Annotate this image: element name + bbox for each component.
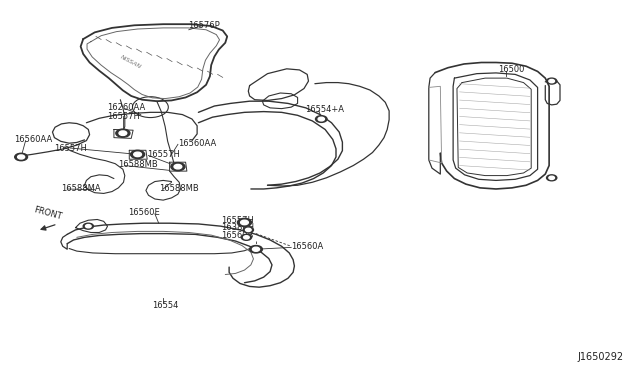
Text: 16557H: 16557H — [108, 112, 140, 121]
Text: 16554+A: 16554+A — [305, 105, 344, 114]
Text: 16260AA: 16260AA — [108, 103, 146, 112]
Circle shape — [243, 227, 253, 233]
Circle shape — [549, 80, 554, 83]
Text: 16560B: 16560B — [221, 231, 253, 240]
Text: 16557H: 16557H — [54, 144, 87, 153]
Text: 16560AA: 16560AA — [14, 135, 52, 144]
Text: 16576P: 16576P — [188, 21, 220, 30]
Circle shape — [318, 117, 324, 121]
Text: FRONT: FRONT — [33, 205, 63, 221]
Text: J1650292: J1650292 — [578, 352, 624, 362]
Circle shape — [174, 164, 182, 169]
Circle shape — [86, 225, 91, 228]
Circle shape — [237, 218, 252, 227]
Text: 16560AA: 16560AA — [178, 139, 216, 148]
Circle shape — [241, 234, 252, 240]
Circle shape — [246, 228, 251, 231]
Circle shape — [547, 175, 557, 181]
Circle shape — [83, 223, 93, 229]
Circle shape — [250, 246, 262, 253]
Circle shape — [252, 247, 260, 251]
Text: 16557H: 16557H — [147, 150, 180, 159]
Circle shape — [549, 176, 554, 179]
Text: 16554: 16554 — [152, 301, 179, 310]
Text: 16588MA: 16588MA — [61, 185, 100, 193]
Text: 16560A: 16560A — [291, 242, 323, 251]
Circle shape — [316, 116, 327, 122]
Text: 16388H: 16388H — [221, 223, 254, 232]
Circle shape — [547, 78, 557, 84]
Circle shape — [18, 155, 25, 159]
Text: 16588MB: 16588MB — [118, 160, 158, 169]
Circle shape — [131, 150, 145, 158]
Text: NISSAN: NISSAN — [120, 55, 143, 70]
Circle shape — [244, 236, 249, 239]
Circle shape — [134, 152, 141, 157]
Circle shape — [116, 129, 130, 137]
Text: 16560E: 16560E — [128, 208, 160, 217]
Circle shape — [241, 220, 248, 225]
Text: 16557H: 16557H — [221, 216, 253, 225]
Circle shape — [15, 153, 28, 161]
Circle shape — [171, 163, 185, 171]
Text: 16500: 16500 — [498, 65, 524, 74]
Circle shape — [119, 131, 127, 135]
Text: 16588MB: 16588MB — [159, 185, 198, 193]
